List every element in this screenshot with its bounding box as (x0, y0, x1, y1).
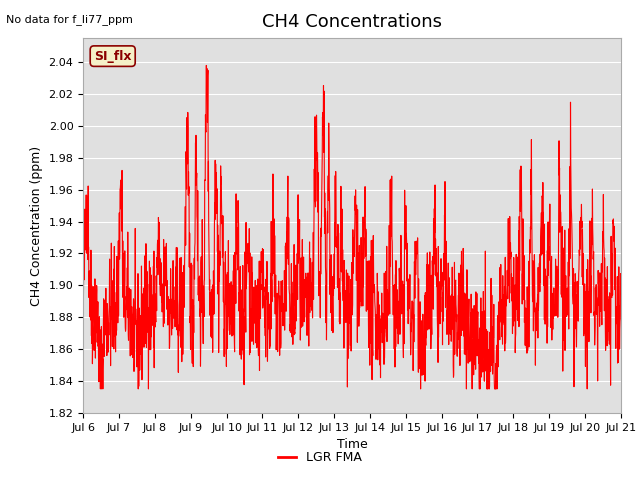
X-axis label: Time: Time (337, 438, 367, 451)
Legend: LGR FMA: LGR FMA (273, 446, 367, 469)
Text: No data for f_li77_ppm: No data for f_li77_ppm (6, 14, 133, 25)
Text: SI_flx: SI_flx (94, 49, 131, 62)
Title: CH4 Concentrations: CH4 Concentrations (262, 13, 442, 31)
Y-axis label: CH4 Concentration (ppm): CH4 Concentration (ppm) (30, 145, 43, 306)
